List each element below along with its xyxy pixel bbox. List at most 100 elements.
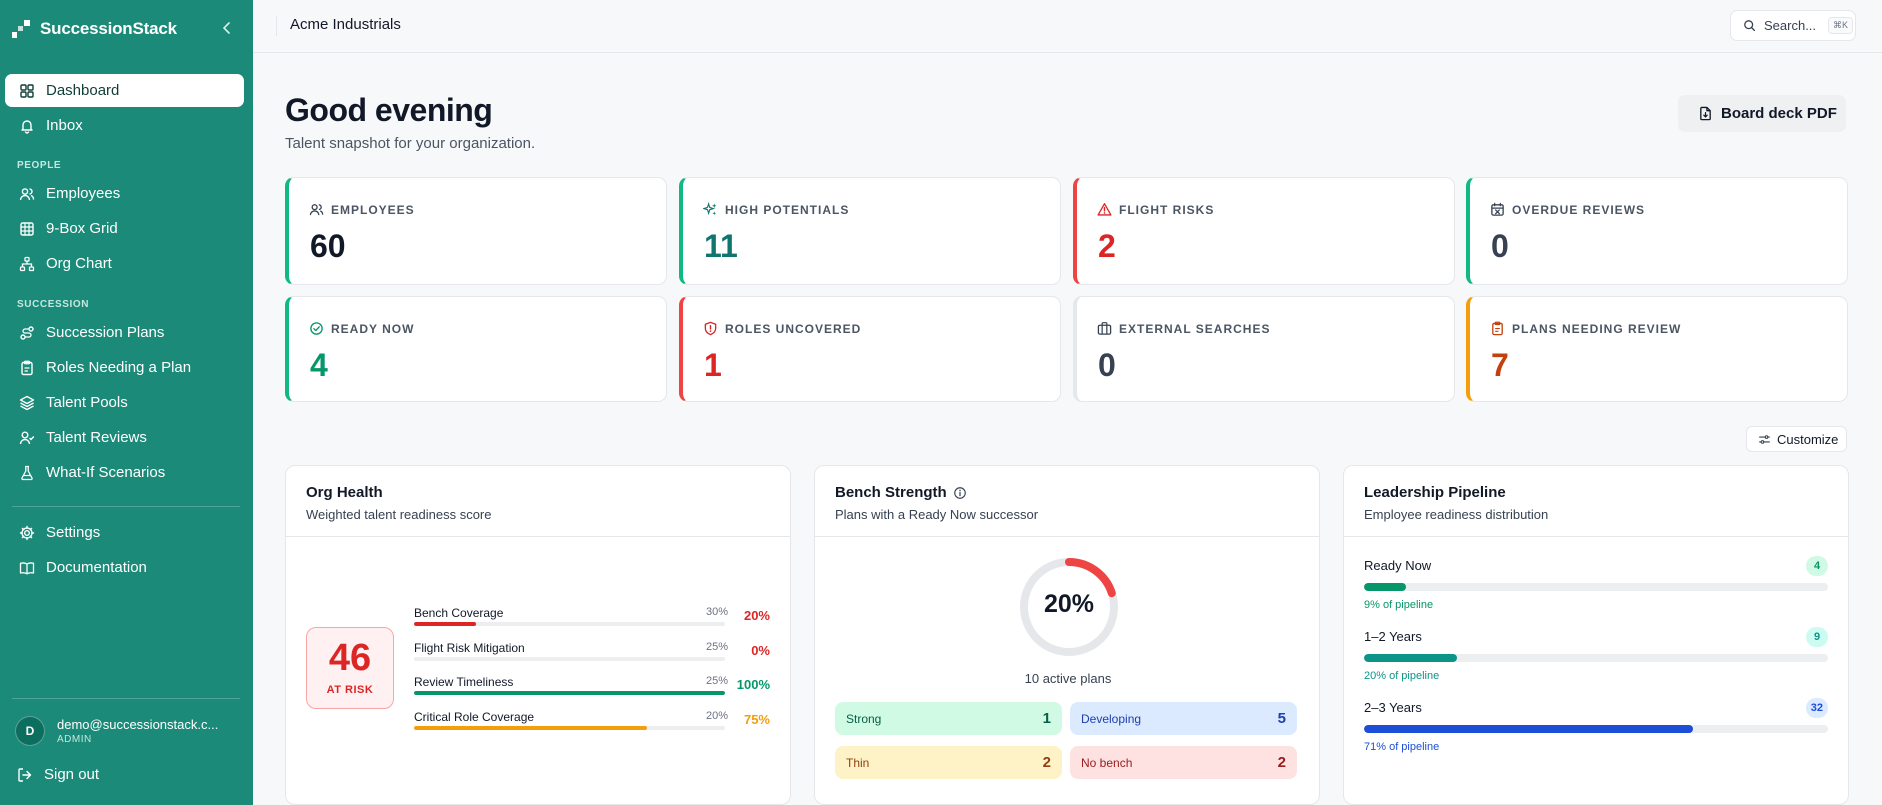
user-menu[interactable]: D demo@successionstack.c... ADMIN xyxy=(15,716,218,746)
stat-card-ready-now[interactable]: READY NOW 4 xyxy=(285,296,667,402)
tier-label: Developing xyxy=(1081,711,1142,726)
metric-weight: 25% xyxy=(705,675,728,687)
bench-tier-thin[interactable]: Thin 2 xyxy=(835,746,1062,779)
health-metric-row: Bench Coverage 30% 20% xyxy=(414,606,770,636)
nav-section-succession: SUCCESSION xyxy=(17,299,90,310)
sidebar-item-9-box-grid[interactable]: 9-Box Grid xyxy=(5,212,244,245)
metric-progress-track xyxy=(414,657,725,661)
stat-value: 11 xyxy=(704,228,738,264)
metric-name: Review Timeliness xyxy=(414,675,514,689)
stat-value: 1 xyxy=(704,347,722,383)
metric-progress-fill xyxy=(414,726,648,730)
stat-label: ROLES UNCOVERED xyxy=(725,321,862,336)
sidebar-item-talent-pools[interactable]: Talent Pools xyxy=(5,386,244,419)
pipeline-stage-name: 1–2 Years xyxy=(1364,629,1422,644)
pipeline-title: Leadership Pipeline xyxy=(1364,484,1506,501)
pipeline-share: 9% of pipeline xyxy=(1364,599,1434,611)
search-button[interactable]: Search... ⌘K xyxy=(1730,10,1856,41)
pipeline-share: 20% of pipeline xyxy=(1364,670,1440,682)
stat-card-plans-needing-review[interactable]: PLANS NEEDING REVIEW 7 xyxy=(1466,296,1848,402)
search-label: Search... xyxy=(1764,18,1817,33)
user-check-icon xyxy=(19,431,35,444)
sidebar-item-documentation[interactable]: Documentation xyxy=(5,551,244,584)
sidebar-item-roles-needing-plan[interactable]: Roles Needing a Plan xyxy=(5,351,244,384)
stat-card-high-potentials[interactable]: HIGH POTENTIALS 11 xyxy=(679,177,1061,285)
bench-strength-subtitle: Plans with a Ready Now successor xyxy=(835,507,1039,522)
health-metric-row: Critical Role Coverage 20% 75% xyxy=(414,710,770,740)
stat-label: HIGH POTENTIALS xyxy=(725,202,850,217)
bench-tier-no-bench[interactable]: No bench 2 xyxy=(1070,746,1297,779)
metric-weight: 30% xyxy=(705,606,728,618)
route-icon xyxy=(20,325,34,340)
org-health-panel: Org Health Weighted talent readiness sco… xyxy=(285,465,791,805)
sign-out-button[interactable]: Sign out xyxy=(17,766,99,783)
page-subtitle: Talent snapshot for your organization. xyxy=(285,135,536,152)
metric-weight: 20% xyxy=(705,710,728,722)
bench-percent: 20% xyxy=(1043,590,1095,618)
sidebar-item-label: Inbox xyxy=(46,117,83,134)
stat-card-external-searches[interactable]: EXTERNAL SEARCHES 0 xyxy=(1073,296,1455,402)
stat-card-flight-risks[interactable]: FLIGHT RISKS 2 xyxy=(1073,177,1455,285)
stat-value: 0 xyxy=(1098,347,1116,383)
bench-tier-strong[interactable]: Strong 1 xyxy=(835,702,1062,735)
sidebar-item-label: Talent Pools xyxy=(46,394,128,411)
stat-label: EMPLOYEES xyxy=(331,202,415,217)
health-metric-row: Flight Risk Mitigation 25% 0% xyxy=(414,641,770,671)
sidebar-item-dashboard[interactable]: Dashboard xyxy=(5,74,244,107)
org-chart-icon xyxy=(19,256,35,271)
stat-value: 0 xyxy=(1491,228,1509,264)
pipeline-row: Ready Now 4 9% of pipeline xyxy=(1364,556,1828,611)
pipeline-subtitle: Employee readiness distribution xyxy=(1364,507,1549,522)
sidebar-item-label: Succession Plans xyxy=(46,324,165,341)
stat-label: PLANS NEEDING REVIEW xyxy=(1512,321,1682,336)
organization-name[interactable]: Acme Industrials xyxy=(290,16,401,33)
layout-grid-icon xyxy=(20,83,34,98)
metric-progress-track xyxy=(414,726,725,730)
brand[interactable]: SuccessionStack xyxy=(12,16,177,42)
sidebar-footer-divider xyxy=(12,698,240,699)
metric-score: 100% xyxy=(736,677,770,692)
sidebar-item-inbox[interactable]: Inbox xyxy=(5,109,244,142)
metric-progress-fill xyxy=(414,622,477,626)
shield-alert-icon xyxy=(704,321,717,336)
file-download-icon xyxy=(1700,106,1711,121)
stat-card-roles-uncovered[interactable]: ROLES UNCOVERED 1 xyxy=(679,296,1061,402)
board-deck-pdf-button[interactable]: Board deck PDF xyxy=(1678,95,1846,132)
bench-tier-developing[interactable]: Developing 5 xyxy=(1070,702,1297,735)
bench-strength-title: Bench Strength xyxy=(835,484,947,501)
stat-value: 4 xyxy=(310,347,328,383)
sidebar-item-what-if-scenarios[interactable]: What-If Scenarios xyxy=(5,456,244,489)
sidebar-item-org-chart[interactable]: Org Chart xyxy=(5,247,244,280)
stat-card-overdue-reviews[interactable]: OVERDUE REVIEWS 0 xyxy=(1466,177,1848,285)
stat-card-employees[interactable]: EMPLOYEES 60 xyxy=(285,177,667,285)
metric-score: 20% xyxy=(743,608,770,623)
tier-label: No bench xyxy=(1081,755,1133,770)
sidebar: SuccessionStack Dashboard Inbox PEOPLE E… xyxy=(0,0,253,805)
user-role: ADMIN xyxy=(57,734,92,745)
clipboard-icon xyxy=(1492,321,1503,336)
leadership-pipeline-panel: Leadership Pipeline Employee readiness d… xyxy=(1343,465,1849,805)
collapse-sidebar-chevron-icon[interactable] xyxy=(218,17,236,39)
sidebar-item-succession-plans[interactable]: Succession Plans xyxy=(5,316,244,349)
sidebar-item-label: Employees xyxy=(46,185,121,202)
sidebar-item-talent-reviews[interactable]: Talent Reviews xyxy=(5,421,244,454)
active-plans-count: 10 active plans xyxy=(1024,671,1112,686)
pipeline-progress-fill xyxy=(1364,654,1457,662)
metric-score: 75% xyxy=(743,712,770,727)
user-email: demo@successionstack.c... xyxy=(57,717,219,732)
pipeline-progress-fill xyxy=(1364,725,1694,733)
book-open-icon xyxy=(19,561,35,574)
tier-label: Thin xyxy=(846,755,870,770)
bench-strength-panel: Bench Strength Plans with a Ready Now su… xyxy=(814,465,1320,805)
gear-icon xyxy=(19,525,35,540)
metric-name: Flight Risk Mitigation xyxy=(414,641,525,655)
stat-label: FLIGHT RISKS xyxy=(1119,202,1215,217)
pipeline-row: 2–3 Years 32 71% of pipeline xyxy=(1364,698,1828,753)
info-icon[interactable] xyxy=(953,486,967,500)
bench-strength-donut xyxy=(1020,558,1118,656)
stat-value: 7 xyxy=(1491,347,1509,383)
customize-button[interactable]: Customize xyxy=(1746,426,1847,452)
sidebar-item-employees[interactable]: Employees xyxy=(5,177,244,210)
sidebar-item-settings[interactable]: Settings xyxy=(5,516,244,549)
header-divider xyxy=(276,16,277,36)
